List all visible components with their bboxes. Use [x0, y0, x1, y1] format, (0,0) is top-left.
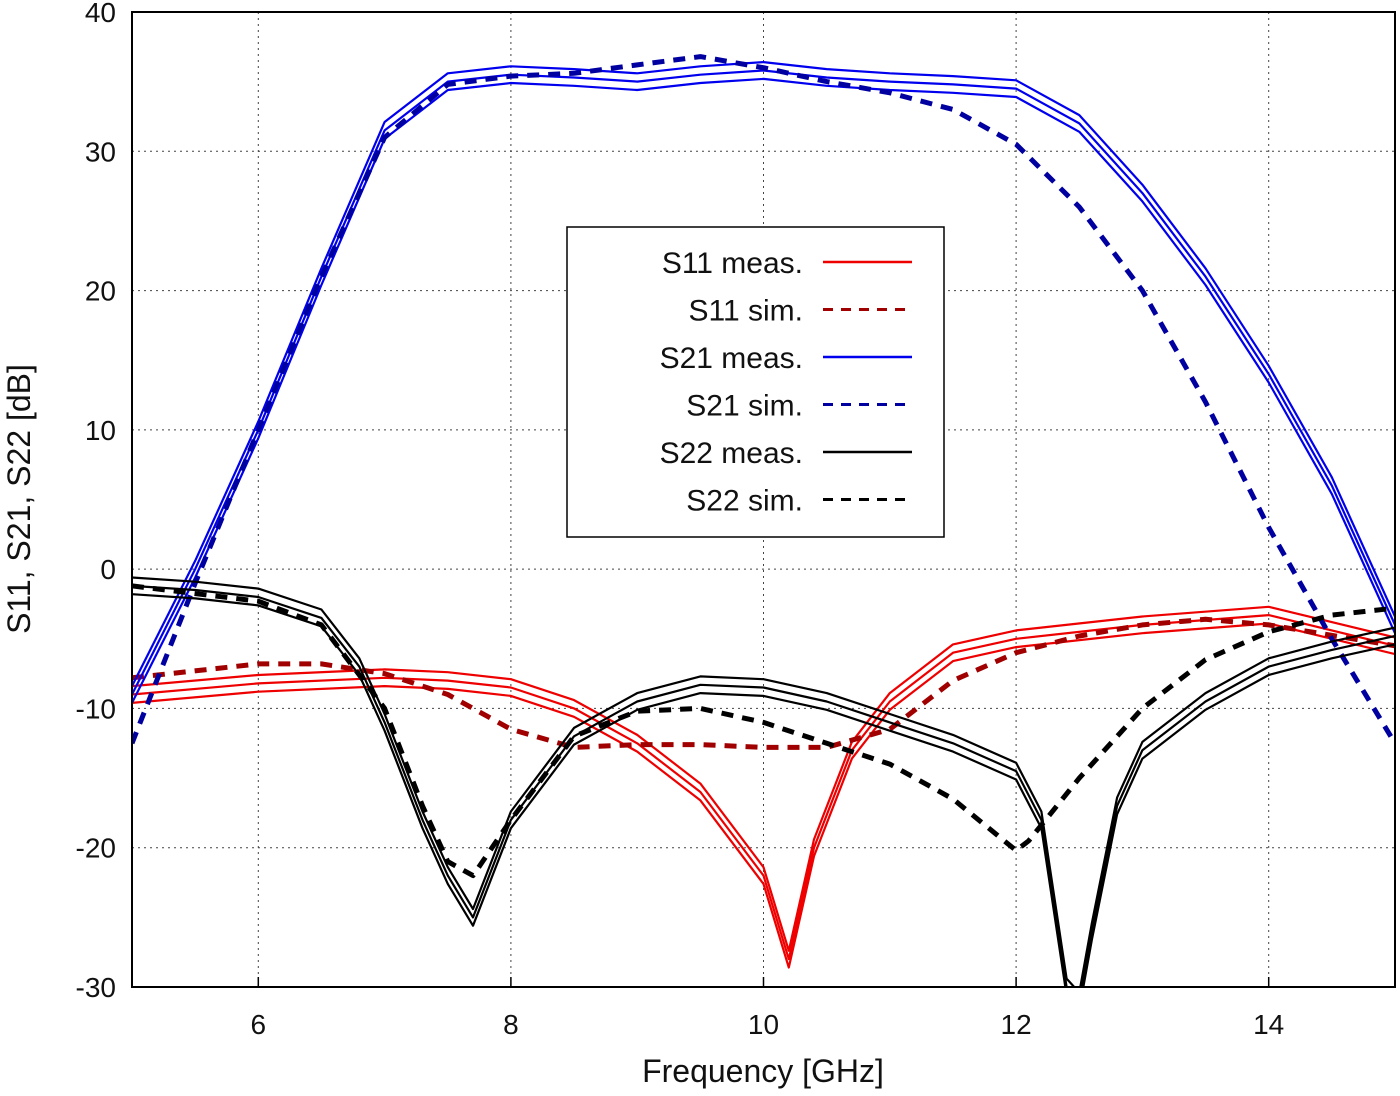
x-axis-label: Frequency [GHz] — [642, 1053, 884, 1089]
legend-label: S21 sim. — [686, 390, 803, 423]
legend-label: S22 meas. — [660, 437, 803, 470]
series-line-s22-meas — [132, 593, 1395, 987]
legend-label: S21 meas. — [660, 342, 803, 375]
x-tick-label: 8 — [503, 1009, 519, 1040]
tick-labels: 6 8 10 12 14 -30 -20 -10 0 10 20 30 40 — [76, 0, 1285, 1040]
y-tick-label: 0 — [100, 554, 116, 585]
y-tick-label: -10 — [76, 693, 116, 724]
legend-label: S11 sim. — [689, 295, 803, 328]
plot-frame — [131, 11, 1396, 988]
x-tick-label: 10 — [748, 1009, 779, 1040]
y-tick-label: 10 — [85, 415, 116, 446]
legend-label: S11 meas. — [662, 247, 803, 280]
x-tick-label: 12 — [1001, 1009, 1032, 1040]
y-tick-label: -20 — [76, 833, 116, 864]
x-tick-label: 14 — [1253, 1009, 1284, 1040]
legend-label: S22 sim. — [686, 485, 803, 518]
y-tick-label: -30 — [76, 972, 116, 1003]
series-line-s21-meas — [132, 61, 1395, 687]
y-axis-label: S11, S21, S22 [dB] — [1, 364, 37, 634]
series-line-s11-meas — [132, 622, 1395, 969]
x-tick-label: 6 — [251, 1009, 267, 1040]
series-line-s11-sim — [132, 616, 1395, 750]
series-line-s22-meas — [132, 576, 1395, 987]
series-line-s21-meas — [132, 77, 1395, 704]
series-line-s11-meas — [132, 605, 1395, 952]
y-tick-label: 40 — [85, 0, 116, 28]
y-tick-label: 30 — [85, 136, 116, 167]
series-line-s11-meas — [132, 614, 1395, 961]
series-line-s21-sim — [132, 54, 1395, 745]
y-tick-label: 20 — [85, 276, 116, 307]
series-lines — [132, 54, 1395, 987]
legend-box — [566, 226, 945, 538]
series-line-s22-sim — [132, 583, 1395, 879]
legend: S11 meas. S11 sim. S21 meas. S21 sim. S22 me… — [566, 226, 945, 538]
